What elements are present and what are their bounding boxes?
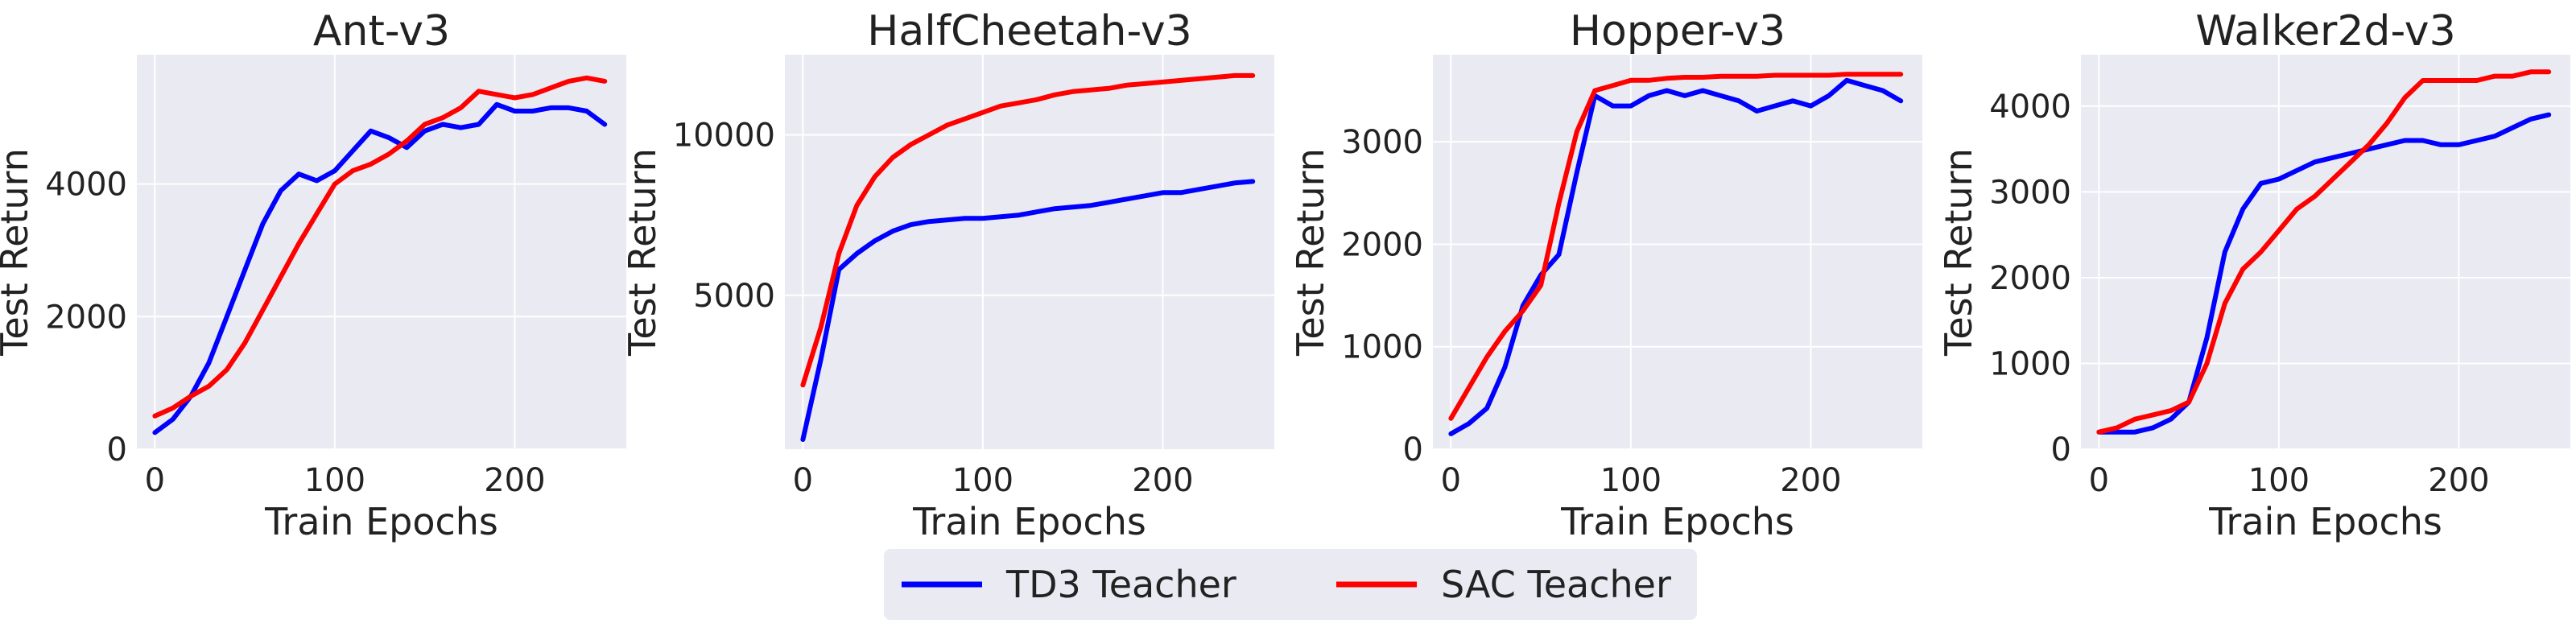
plot-area	[137, 55, 626, 449]
x-tick-label: 0	[2089, 462, 2109, 499]
x-tick-label: 100	[1600, 462, 1662, 499]
y-axis-label: Test Return	[1289, 148, 1332, 357]
legend: TD3 Teacher SAC Teacher	[884, 549, 1697, 620]
y-tick-label: 1000	[1341, 329, 1423, 366]
x-axis-label: Train Epochs	[264, 500, 498, 543]
y-tick-label: 3000	[1989, 174, 2071, 211]
y-axis-label: Test Return	[1937, 148, 1980, 357]
plot-area	[1433, 55, 1922, 449]
y-tick-label: 10000	[673, 118, 775, 155]
y-tick-label: 3000	[1341, 124, 1423, 161]
y-axis-label: Test Return	[0, 148, 36, 357]
legend-box	[884, 549, 1697, 620]
y-tick-label: 0	[2051, 431, 2071, 469]
series-line-td3-teacher	[2096, 112, 2552, 435]
y-tick-label: 2000	[1989, 260, 2071, 297]
y-tick-label: 2000	[1341, 226, 1423, 263]
series-line-td3-teacher	[152, 101, 608, 436]
series-line-td3-teacher	[1448, 77, 1904, 436]
y-tick-label: 5000	[693, 278, 775, 315]
y-tick-label: 4000	[1989, 89, 2071, 126]
x-tick-label: 200	[2428, 462, 2489, 499]
series-line-sac-teacher	[2096, 69, 2552, 435]
y-tick-label: 0	[1403, 431, 1423, 469]
subplot-1: 0 100 200 5000 10000 HalfCheetah-v3 Train Epoc…	[621, 7, 1274, 543]
x-tick-label: 200	[1132, 462, 1193, 499]
subplot-3: 0 100 20001000200030004000Walker2d-v3Train…	[1937, 7, 2570, 543]
y-axis-label: Test Return	[621, 148, 664, 357]
series-line-sac-teacher	[152, 75, 608, 419]
x-tick-label: 0	[145, 462, 165, 499]
series-line-sac-teacher	[1448, 72, 1904, 421]
y-tick-label: 0	[107, 431, 127, 469]
x-tick-label: 0	[1441, 462, 1461, 499]
x-tick-label: 200	[1780, 462, 1841, 499]
x-axis-label: Train Epochs	[2208, 500, 2442, 543]
subplot-title: Hopper-v3	[1570, 7, 1785, 56]
x-axis-label: Train Epochs	[912, 500, 1146, 543]
y-tick-label: 4000	[45, 167, 127, 204]
subplot-title: Ant-v3	[313, 7, 450, 56]
plot-area	[2081, 55, 2570, 449]
subplot-title: HalfCheetah-v3	[867, 7, 1191, 56]
x-tick-label: 100	[304, 462, 365, 499]
subplot-title: Walker2d-v3	[2195, 7, 2455, 56]
y-tick-label: 1000	[1989, 345, 2071, 382]
plot-area	[785, 55, 1274, 449]
series-line-td3-teacher	[800, 179, 1256, 442]
legend-label: TD3 Teacher	[1005, 563, 1236, 606]
legend-label: SAC Teacher	[1441, 563, 1671, 606]
x-tick-label: 0	[793, 462, 813, 499]
series-line-sac-teacher	[800, 72, 1256, 388]
x-tick-label: 200	[484, 462, 545, 499]
x-axis-label: Train Epochs	[1560, 500, 1794, 543]
y-tick-label: 2000	[45, 299, 127, 336]
x-tick-label: 100	[2248, 462, 2310, 499]
x-tick-label: 100	[952, 462, 1013, 499]
